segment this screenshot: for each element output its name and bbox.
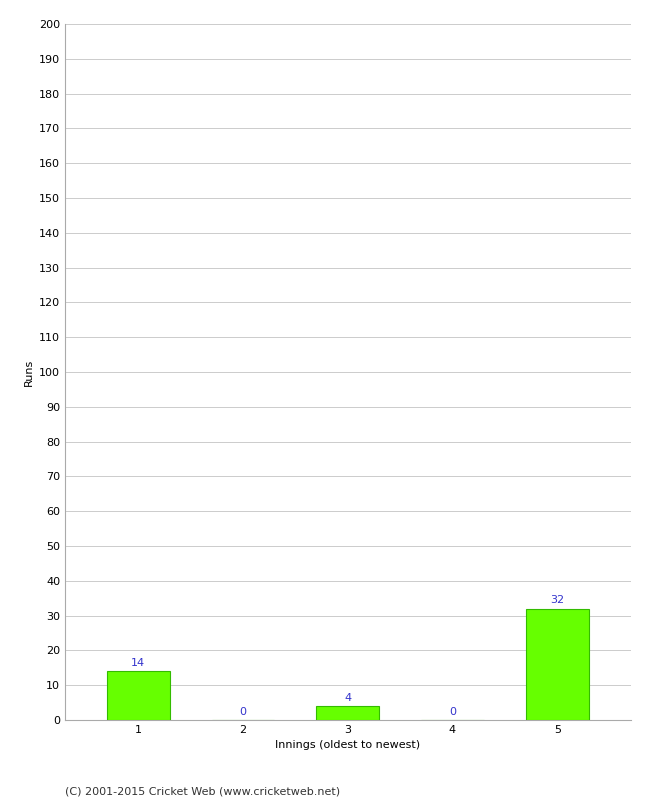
Bar (107, 671, 170, 720)
Text: 0: 0 (449, 706, 456, 717)
Bar (526, 609, 589, 720)
Bar (317, 706, 379, 720)
Text: (C) 2001-2015 Cricket Web (www.cricketweb.net): (C) 2001-2015 Cricket Web (www.cricketwe… (65, 786, 340, 796)
X-axis label: Innings (oldest to newest): Innings (oldest to newest) (275, 741, 421, 750)
Text: 0: 0 (240, 706, 246, 717)
Text: 14: 14 (131, 658, 146, 668)
Text: 4: 4 (344, 693, 351, 702)
Text: 32: 32 (550, 595, 564, 605)
Y-axis label: Runs: Runs (23, 358, 33, 386)
